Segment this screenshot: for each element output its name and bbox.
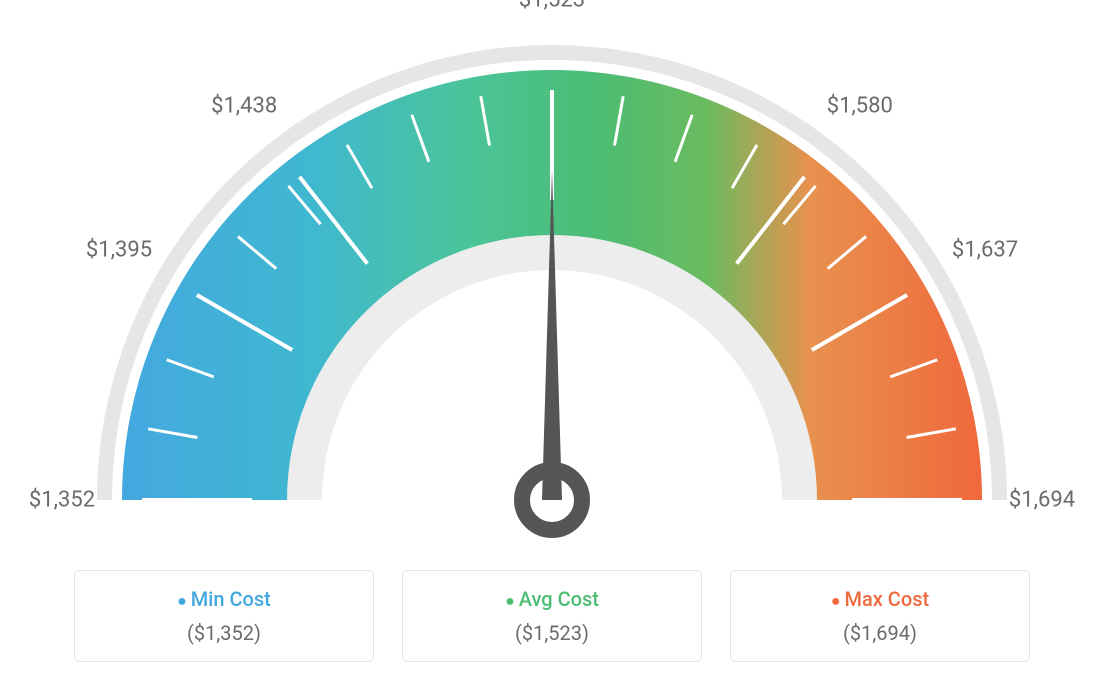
gauge-tick-label: $1,395 <box>86 238 152 263</box>
legend-card-max: Max Cost ($1,694) <box>730 570 1030 662</box>
gauge-tick-label: $1,694 <box>1009 488 1075 513</box>
gauge-tick-label: $1,580 <box>827 93 893 118</box>
gauge-tick-label: $1,523 <box>519 0 585 13</box>
gauge-tick-label: $1,637 <box>952 238 1018 263</box>
gauge-tick-label: $1,352 <box>29 488 95 513</box>
legend-card-avg: Avg Cost ($1,523) <box>402 570 702 662</box>
legend-min-label: Min Cost <box>87 587 361 611</box>
gauge-chart: $1,352 $1,395 $1,438 $1,523 $1,580 $1,637 $1,6… <box>0 0 1104 560</box>
legend-max-value: ($1,694) <box>743 621 1017 645</box>
legend-card-min: Min Cost ($1,352) <box>74 570 374 662</box>
gauge-tick-label: $1,438 <box>211 93 277 118</box>
legend-min-value: ($1,352) <box>87 621 361 645</box>
legend-row: Min Cost ($1,352) Avg Cost ($1,523) Max … <box>0 570 1104 662</box>
gauge-svg <box>0 0 1104 560</box>
legend-max-label: Max Cost <box>743 587 1017 611</box>
legend-avg-label: Avg Cost <box>415 587 689 611</box>
legend-avg-value: ($1,523) <box>415 621 689 645</box>
